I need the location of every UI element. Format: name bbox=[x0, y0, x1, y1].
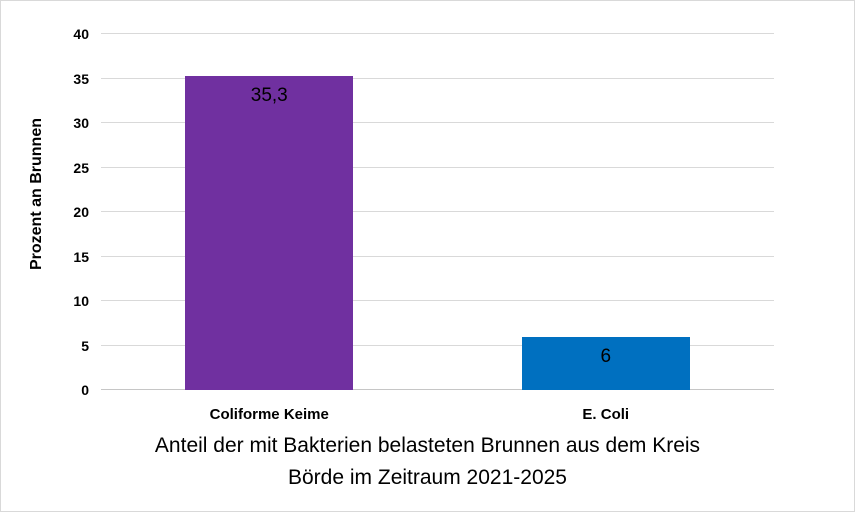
bar-2: 6 bbox=[521, 336, 690, 390]
gridline-30 bbox=[101, 122, 774, 123]
gridline-35 bbox=[101, 77, 774, 79]
y-tick-label-5: 5 bbox=[81, 337, 89, 354]
chart-title: Anteil der mit Bakterien belasteten Brun… bbox=[1, 430, 854, 494]
y-axis-tick-labels: 0 5 10 15 20 25 30 35 40 bbox=[1, 27, 89, 397]
bar-slot-2: 6 bbox=[438, 34, 775, 390]
bar-value-label-1: 35,3 bbox=[250, 84, 288, 106]
chart-title-line-2: Börde im Zeitraum 2021-2025 bbox=[288, 466, 567, 489]
gridline-25 bbox=[101, 166, 774, 168]
plot-area: 35,3 6 bbox=[101, 33, 775, 390]
gridline-15 bbox=[101, 255, 774, 257]
x-category-label-2: E. Coli bbox=[582, 406, 630, 423]
gridline-0 bbox=[101, 389, 774, 390]
bar-value-label-2: 6 bbox=[600, 345, 612, 367]
y-tick-label-0: 0 bbox=[81, 382, 89, 398]
y-tick-label-30: 30 bbox=[73, 115, 89, 131]
y-tick-label-40: 40 bbox=[73, 26, 89, 42]
gridline-40 bbox=[101, 33, 774, 34]
y-tick-label-20: 20 bbox=[73, 204, 89, 220]
y-tick-label-15: 15 bbox=[73, 248, 89, 265]
y-tick-label-10: 10 bbox=[73, 293, 89, 309]
bar-1: 35,3 bbox=[185, 75, 354, 390]
chart-title-line-1: Anteil der mit Bakterien belasteten Brun… bbox=[154, 434, 701, 457]
x-axis-category-labels: Coliforme Keime E. Coli bbox=[101, 390, 774, 426]
gridline-20 bbox=[101, 211, 774, 212]
y-tick-label-35: 35 bbox=[73, 70, 89, 87]
bar-slot-1: 35,3 bbox=[101, 34, 438, 390]
x-category-label-1: Coliforme Keime bbox=[209, 406, 329, 423]
gridline-5 bbox=[101, 344, 774, 346]
y-tick-label-25: 25 bbox=[73, 159, 89, 176]
gridline-10 bbox=[101, 300, 774, 301]
